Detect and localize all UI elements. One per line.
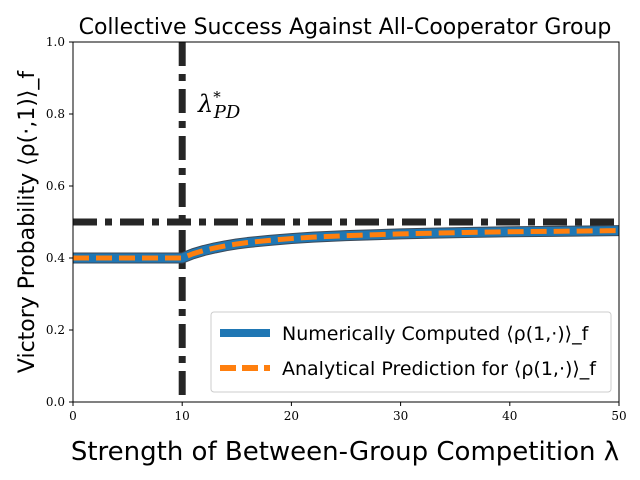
x-tick-label: 50 [611,409,626,423]
y-tick-label: 0.8 [46,107,65,121]
legend-label-numerical: Numerically Computed ⟨ρ(1,·)⟩_f [282,323,590,345]
legend-box [210,311,612,393]
plot-frame [72,41,620,403]
x-tick-label: 0 [69,409,77,423]
x-tick-label: 10 [175,409,190,423]
reference-lines [73,42,619,402]
series-analytical-line [73,228,620,261]
x-tick-label: 30 [393,409,408,423]
annotation-lambda-pd: λ* PD [197,88,241,123]
series-numerical-line [73,226,620,263]
y-tick-label: 1.0 [46,35,65,49]
x-axis-label: Strength of Between-Group Competition λ [71,437,619,467]
y-tick-label: 0.6 [46,179,65,193]
x-tick-label: 40 [502,409,517,423]
chart-title: Collective Success Against All-Cooperato… [79,15,612,40]
legend-label-analytical: Analytical Prediction for ⟨ρ(1,·)⟩_f [282,358,597,380]
plot-area [73,42,620,402]
y-tick-label: 0.2 [46,323,65,337]
x-tick-label: 20 [284,409,299,423]
y-axis: 0.0 0.2 0.4 0.6 0.8 1.0 [46,35,73,409]
series-group [73,225,620,264]
x-axis: 0 10 20 30 40 50 [69,402,627,423]
y-axis-label: Victory Probability ⟨ρ(·,1)⟩_f [15,70,40,373]
legend: Numerically Computed ⟨ρ(1,·)⟩_f Analytic… [210,311,612,393]
y-tick-label: 0.0 [46,395,65,409]
y-tick-label: 0.4 [46,251,65,265]
